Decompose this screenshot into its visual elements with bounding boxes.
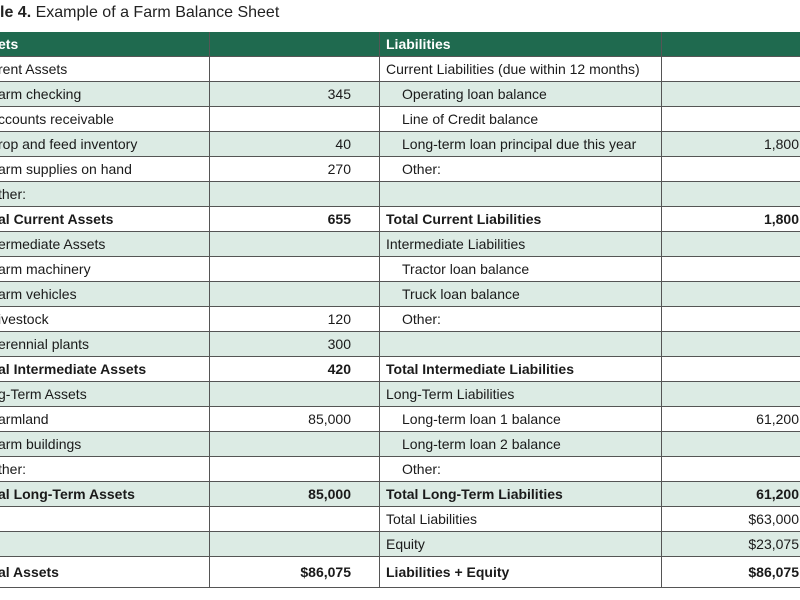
- table-cell: arm machinery: [0, 257, 210, 282]
- table-cell: [0, 507, 210, 532]
- table-cell: [210, 32, 380, 57]
- table-cell: 270: [210, 157, 380, 182]
- table-cell: [662, 307, 800, 332]
- table-cell: al Current Assets: [0, 207, 210, 232]
- table-cell: [662, 457, 800, 482]
- table-cell: [210, 232, 380, 257]
- table-cell: Total Liabilities: [380, 507, 662, 532]
- table-cell: [210, 432, 380, 457]
- title-text: Example of a Farm Balance Sheet: [35, 4, 280, 21]
- table-cell: Other:: [380, 307, 662, 332]
- table-cell: Other:: [380, 157, 662, 182]
- table-cell: [662, 57, 800, 82]
- table-cell: Line of Credit balance: [380, 107, 662, 132]
- table-cell: [662, 182, 800, 207]
- table-cell: ccounts receivable: [0, 107, 210, 132]
- table-cell: [662, 382, 800, 407]
- table-cell: 345: [210, 82, 380, 107]
- table-cell: 1,800: [662, 132, 800, 157]
- table-cell: ermediate Assets: [0, 232, 210, 257]
- table-cell: erennial plants: [0, 332, 210, 357]
- table-cell: ther:: [0, 457, 210, 482]
- table-cell: [210, 182, 380, 207]
- table-cell: g-Term Assets: [0, 382, 210, 407]
- table-cell: 85,000: [210, 407, 380, 432]
- table-cell: al Long-Term Assets: [0, 482, 210, 507]
- table-cell: [662, 232, 800, 257]
- table-cell: arm checking: [0, 82, 210, 107]
- table-cell: [210, 507, 380, 532]
- table-cell: [662, 107, 800, 132]
- table-cell: 61,200: [662, 482, 800, 507]
- table-cell: Long-Term Liabilities: [380, 382, 662, 407]
- table-cell: $23,075: [662, 532, 800, 557]
- table-cell: Liabilities: [380, 32, 662, 57]
- table-cell: $86,075: [210, 557, 380, 588]
- table-cell: Total Intermediate Liabilities: [380, 357, 662, 382]
- table-cell: Truck loan balance: [380, 282, 662, 307]
- table-cell: Long-term loan 1 balance: [380, 407, 662, 432]
- table-cell: Operating loan balance: [380, 82, 662, 107]
- table-cell: ivestock: [0, 307, 210, 332]
- table-cell: al Intermediate Assets: [0, 357, 210, 382]
- table-cell: ther:: [0, 182, 210, 207]
- table-cell: Tractor loan balance: [380, 257, 662, 282]
- table-cell: Total Current Liabilities: [380, 207, 662, 232]
- table-cell: [210, 532, 380, 557]
- table-cell: Total Long-Term Liabilities: [380, 482, 662, 507]
- table-cell: arm supplies on hand: [0, 157, 210, 182]
- table-cell: $63,000: [662, 507, 800, 532]
- table-cell: [210, 57, 380, 82]
- table-cell: 85,000: [210, 482, 380, 507]
- table-cell: [662, 432, 800, 457]
- table-cell: al Assets: [0, 557, 210, 588]
- title-label: le 4.: [0, 4, 32, 21]
- table-cell: [380, 332, 662, 357]
- table-cell: 40: [210, 132, 380, 157]
- table-cell: Intermediate Liabilities: [380, 232, 662, 257]
- table-cell: Equity: [380, 532, 662, 557]
- table-cell: arm buildings: [0, 432, 210, 457]
- table-cell: 1,800: [662, 207, 800, 232]
- table-cell: Other:: [380, 457, 662, 482]
- table-cell: 300: [210, 332, 380, 357]
- table-cell: Current Liabilities (due within 12 month…: [380, 57, 662, 82]
- table-cell: armland: [0, 407, 210, 432]
- table-cell: Liabilities + Equity: [380, 557, 662, 588]
- table-cell: rent Assets: [0, 57, 210, 82]
- table-cell: rop and feed inventory: [0, 132, 210, 157]
- table-cell: [662, 257, 800, 282]
- table-cell: [210, 257, 380, 282]
- table-cell: 61,200: [662, 407, 800, 432]
- table-title: le 4. Example of a Farm Balance Sheet: [0, 4, 279, 22]
- table-cell: [210, 107, 380, 132]
- table-cell: [662, 32, 800, 57]
- table-cell: [210, 457, 380, 482]
- table-cell: [210, 282, 380, 307]
- table-cell: 120: [210, 307, 380, 332]
- table-cell: [662, 357, 800, 382]
- table-cell: [0, 532, 210, 557]
- table-cell: arm vehicles: [0, 282, 210, 307]
- table-cell: [662, 282, 800, 307]
- table-cell: ets: [0, 32, 210, 57]
- table-cell: [662, 157, 800, 182]
- table-cell: [662, 82, 800, 107]
- table-cell: 420: [210, 357, 380, 382]
- table-cell: [662, 332, 800, 357]
- table-cell: Long-term loan principal due this year: [380, 132, 662, 157]
- table-cell: 655: [210, 207, 380, 232]
- table-cell: $86,075: [662, 557, 800, 588]
- table-cell: [380, 182, 662, 207]
- table-cell: [210, 382, 380, 407]
- table-cell: Long-term loan 2 balance: [380, 432, 662, 457]
